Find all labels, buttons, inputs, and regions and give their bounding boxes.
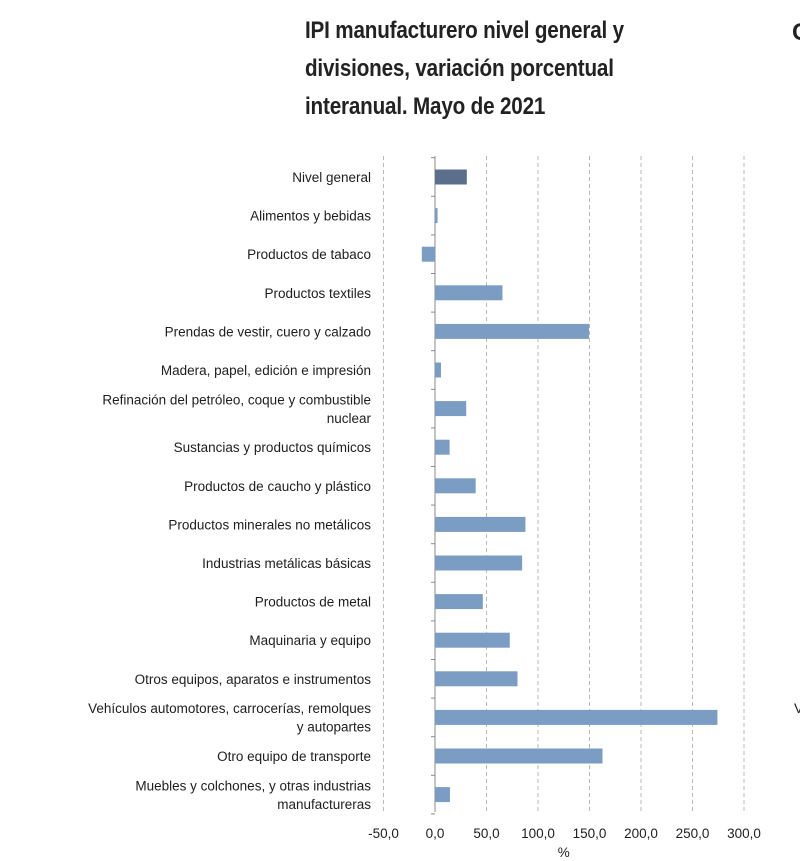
bar <box>435 401 467 417</box>
category-label-line: Productos textiles <box>264 286 371 301</box>
gridlines <box>383 156 745 812</box>
chart-title: IPI manufacturero nivel general y divisi… <box>305 12 666 126</box>
category-label: Prendas de vestir, cuero y calzado <box>165 324 371 339</box>
x-tick-label: 100,0 <box>521 826 555 841</box>
category-label-line: Alimentos y bebidas <box>250 209 371 224</box>
category-label: Nivel general <box>292 170 371 185</box>
category-label-line: Refinación del petróleo, coque y combust… <box>102 392 371 407</box>
category-label-line: Otros equipos, aparatos e instrumentos <box>135 672 372 687</box>
category-label-line: Maquinaria y equipo <box>249 633 371 648</box>
bar <box>435 285 503 301</box>
bar <box>435 594 483 610</box>
bar <box>435 439 450 455</box>
bar <box>435 478 476 494</box>
category-label-line: Otro equipo de transporte <box>217 749 371 764</box>
category-label: Industrias metálicas básicas <box>202 556 371 571</box>
bars <box>421 169 718 803</box>
category-label-line: Productos de tabaco <box>247 247 371 262</box>
category-label: Maquinaria y equipo <box>249 633 371 648</box>
category-label: Productos de metal <box>255 595 371 610</box>
category-label-line: manufactureras <box>277 797 371 812</box>
x-tick-label: 0,0 <box>426 826 445 841</box>
category-labels: Nivel general Alimentos y bebidas Producto… <box>88 170 371 812</box>
category-label: Otros equipos, aparatos e instrumentos <box>135 672 372 687</box>
cropped-neighbor-title-glyph: C <box>792 14 800 52</box>
category-label: Madera, papel, edición e impresión <box>161 363 371 378</box>
category-label-line: Productos minerales no metálicos <box>168 517 371 532</box>
category-label: Otro equipo de transporte <box>217 749 371 764</box>
x-tick-label: -50,0 <box>368 826 399 841</box>
x-tick-label: 250,0 <box>676 826 710 841</box>
category-label: Productos de tabaco <box>247 247 371 262</box>
category-label-line: y autopartes <box>297 720 372 735</box>
bar <box>421 246 435 262</box>
category-label-line: Industrias metálicas básicas <box>202 556 371 571</box>
category-label: Alimentos y bebidas <box>250 209 371 224</box>
category-label: Productos minerales no metálicos <box>168 517 371 532</box>
x-tick-label: 50,0 <box>473 826 499 841</box>
category-label: Productos textiles <box>264 286 371 301</box>
category-label: Muebles y colchones, y otras industrias m… <box>135 778 371 812</box>
x-tick-label: 300,0 <box>727 826 761 841</box>
x-tick-label: 150,0 <box>573 826 607 841</box>
category-label-line: Productos de caucho y plástico <box>184 479 371 494</box>
bar <box>435 323 589 339</box>
category-label: Refinación del petróleo, coque y combust… <box>102 392 371 426</box>
bar <box>435 787 450 803</box>
category-label-line: Madera, papel, edición e impresión <box>161 363 371 378</box>
category-label-line: Prendas de vestir, cuero y calzado <box>165 324 371 339</box>
bar <box>435 555 523 571</box>
bar <box>435 709 718 725</box>
x-tick-labels: -50,0 0,0 50,0 100,0 150,0 200,0 250,0 300,0 <box>368 826 761 841</box>
bar <box>435 748 603 764</box>
category-label-line: Productos de metal <box>255 595 371 610</box>
category-label-line: Nivel general <box>292 170 371 185</box>
bar <box>435 671 518 687</box>
category-label: Vehículos automotores, carrocerías, remo… <box>88 701 371 735</box>
x-axis-label: % <box>558 845 570 860</box>
chart-title-line-2: divisiones, variación porcentual <box>305 55 614 82</box>
x-tick-label: 200,0 <box>624 826 658 841</box>
category-label-line: Muebles y colchones, y otras industrias <box>135 778 371 793</box>
bar <box>435 516 526 532</box>
cropped-neighbor-chart-glyph: V <box>794 700 800 716</box>
category-label-line: nuclear <box>327 411 372 426</box>
chart-title-line-3: interanual. Mayo de 2021 <box>305 93 546 120</box>
chart-title-line-1: IPI manufacturero nivel general y <box>305 17 624 44</box>
bar <box>435 362 441 378</box>
bar <box>435 632 510 648</box>
category-label: Sustancias y productos químicos <box>174 440 372 455</box>
category-label: Productos de caucho y plástico <box>184 479 371 494</box>
bar <box>435 208 438 224</box>
bar <box>435 169 467 185</box>
category-label-line: Vehículos automotores, carrocerías, remo… <box>88 701 371 716</box>
category-label-line: Sustancias y productos químicos <box>174 440 372 455</box>
